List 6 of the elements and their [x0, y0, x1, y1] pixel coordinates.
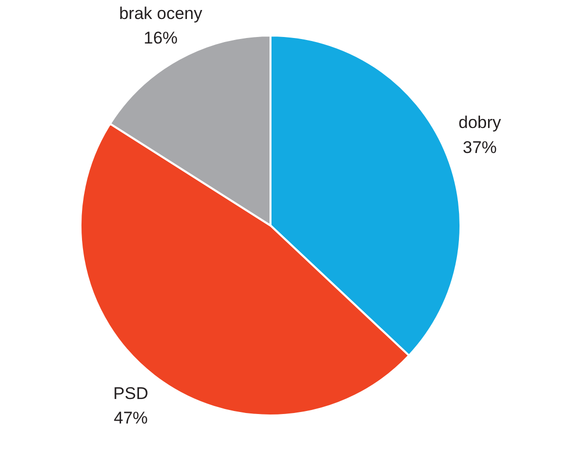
slice-label: dobry: [458, 113, 502, 132]
data-label: 47%: [114, 408, 148, 428]
slice-label: PSD: [113, 384, 148, 403]
slice-label: brak oceny: [119, 4, 203, 23]
data-label: 16%: [144, 28, 178, 48]
data-label: 37%: [462, 138, 497, 157]
